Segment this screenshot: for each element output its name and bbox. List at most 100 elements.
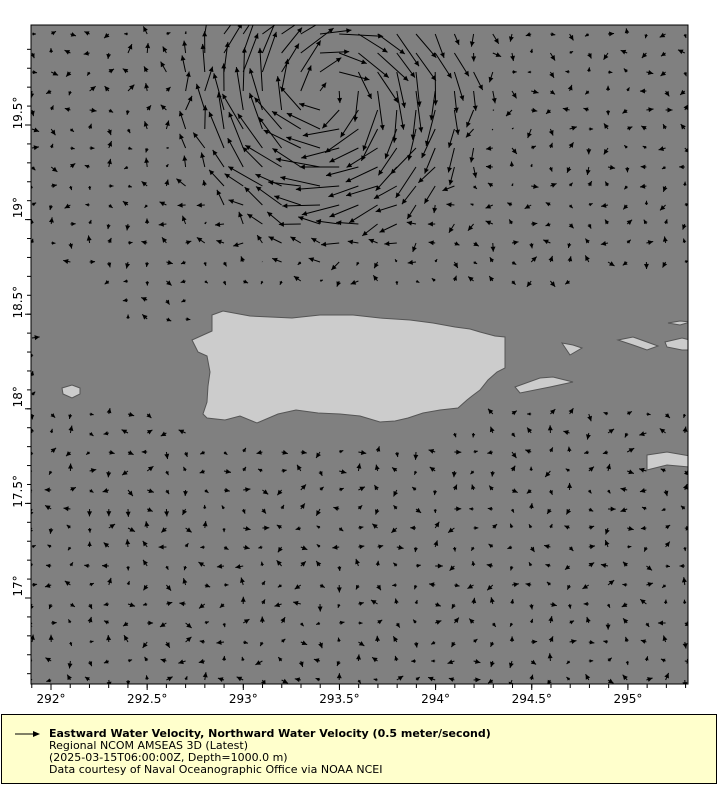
velocity-arrow: [566, 660, 571, 665]
velocity-arrow: [424, 109, 436, 147]
velocity-arrow: [160, 61, 167, 73]
velocity-arrow: [339, 469, 347, 475]
velocity-arrow: [396, 544, 404, 550]
velocity-arrow: [31, 185, 34, 189]
velocity-arrow: [179, 601, 186, 607]
velocity-arrow: [584, 90, 590, 95]
velocity-arrow: [142, 26, 148, 35]
velocity-arrow: [640, 525, 647, 531]
st-thomas-island: [616, 336, 660, 351]
velocity-arrow: [127, 241, 133, 245]
velocity-arrow: [529, 618, 534, 624]
velocity-arrow: [569, 639, 577, 645]
velocity-arrow: [396, 33, 420, 67]
velocity-arrow: [310, 237, 321, 244]
y-tick-label: 18°: [11, 386, 25, 407]
velocity-arrow: [280, 616, 286, 624]
x-tick-label: 295°: [613, 692, 642, 706]
velocity-arrow: [525, 582, 532, 588]
velocity-arrow: [31, 603, 34, 610]
velocity-arrow: [142, 602, 148, 606]
velocity-arrow: [505, 109, 513, 117]
velocity-arrow: [144, 656, 149, 662]
velocity-arrow: [87, 123, 93, 130]
velocity-arrow: [413, 451, 419, 460]
velocity-arrow: [257, 47, 263, 92]
velocity-arrow: [328, 185, 359, 198]
velocity-arrow: [564, 279, 571, 285]
velocity-arrow: [123, 634, 129, 643]
velocity-arrow: [377, 619, 383, 625]
velocity-arrow: [471, 597, 477, 605]
vector-map: 292° 292.5° 293° 293.5° 294° 294.5° 295° 19.5°…: [11, 24, 689, 706]
velocity-arrow: [473, 526, 479, 530]
velocity-arrow: [605, 622, 611, 630]
velocity-arrow: [31, 166, 36, 171]
velocity-arrow: [124, 32, 129, 36]
velocity-arrow: [68, 425, 74, 434]
velocity-arrow: [606, 603, 611, 608]
velocity-arrow: [358, 486, 366, 492]
velocity-arrow: [180, 260, 186, 265]
velocity-arrow: [418, 166, 436, 184]
velocity-arrow: [300, 27, 334, 54]
velocity-arrow: [89, 412, 94, 416]
velocity-arrow: [531, 183, 539, 189]
velocity-arrow: [281, 638, 286, 643]
velocity-arrow: [623, 68, 628, 73]
velocity-arrow: [261, 580, 266, 586]
velocity-arrow: [528, 561, 533, 567]
velocity-arrow: [565, 70, 570, 74]
velocity-arrow: [223, 468, 232, 474]
velocity-arrow: [125, 109, 130, 115]
velocity-arrow: [355, 558, 360, 567]
velocity-arrow: [451, 641, 456, 648]
velocity-arrow: [275, 76, 283, 111]
velocity-arrow: [86, 235, 92, 244]
velocity-arrow: [547, 653, 553, 662]
velocity-arrow: [337, 565, 342, 572]
velocity-arrow: [435, 602, 441, 607]
velocity-arrow: [255, 186, 282, 206]
velocity-arrow: [626, 219, 633, 225]
velocity-arrow: [271, 110, 302, 130]
velocity-arrow: [241, 47, 247, 92]
velocity-arrow: [492, 109, 495, 111]
velocity-arrow: [339, 71, 370, 81]
velocity-arrow: [300, 545, 308, 551]
velocity-arrow: [69, 185, 73, 191]
velocity-arrow: [185, 527, 192, 533]
velocity-arrow: [223, 25, 232, 35]
velocity-arrow: [178, 429, 186, 435]
velocity-arrow: [664, 672, 670, 681]
velocity-arrow: [107, 577, 112, 586]
velocity-arrow: [70, 128, 75, 133]
velocity-arrow: [406, 204, 417, 220]
velocity-arrow: [607, 164, 616, 170]
velocity-arrow: [567, 84, 573, 92]
velocity-arrow: [254, 97, 282, 130]
velocity-arrow: [679, 89, 686, 96]
x-tick-label: 294°: [421, 692, 450, 706]
velocity-arrow: [242, 146, 263, 168]
velocity-arrow: [411, 659, 417, 663]
velocity-arrow: [127, 146, 133, 150]
velocity-arrow: [545, 563, 551, 568]
velocity-arrow: [346, 147, 378, 168]
velocity-arrow: [299, 503, 306, 510]
velocity-arrow: [281, 27, 303, 54]
velocity-arrow: [199, 639, 205, 644]
velocity-arrow: [160, 104, 167, 111]
velocity-arrow: [315, 621, 321, 625]
velocity-arrow: [308, 257, 321, 263]
velocity-arrow: [448, 166, 455, 186]
velocity-arrow: [509, 622, 514, 627]
velocity-arrow: [664, 90, 670, 97]
velocity-arrow: [296, 464, 302, 472]
velocity-arrow: [281, 43, 300, 73]
velocity-arrow: [646, 565, 653, 571]
velocity-arrow: [624, 432, 629, 438]
velocity-arrow: [531, 145, 537, 150]
velocity-arrow: [548, 615, 554, 624]
velocity-arrow: [473, 659, 481, 664]
